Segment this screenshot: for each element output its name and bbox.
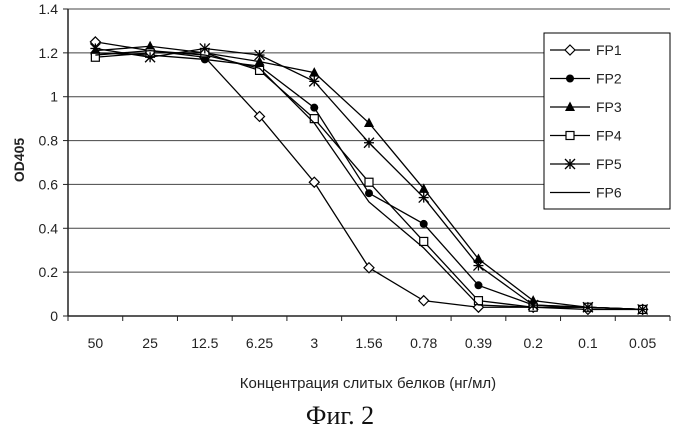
data-point	[566, 132, 574, 140]
legend: FP1 FP2 FP3 FP4 FP5 FP6	[544, 33, 670, 209]
x-tick-label: 0.05	[629, 335, 656, 351]
data-point	[365, 178, 373, 186]
data-point	[474, 281, 482, 289]
y-tick-label: 1.2	[39, 45, 59, 61]
data-point	[255, 50, 265, 60]
data-point	[200, 43, 210, 53]
legend-box	[544, 33, 670, 209]
x-tick-label: 0.1	[578, 335, 598, 351]
y-tick-label: 1.4	[39, 1, 59, 17]
data-point	[364, 138, 374, 148]
y-tick-label: 0.6	[39, 176, 59, 192]
x-tick-label: 0.2	[523, 335, 543, 351]
x-tick-label: 25	[142, 335, 158, 351]
x-tick-label: 12.5	[191, 335, 218, 351]
legend-label: FP3	[596, 99, 622, 115]
data-point	[364, 263, 374, 273]
data-point	[90, 43, 100, 53]
x-axis-title: Концентрация слитых белков (нг/мл)	[240, 375, 496, 392]
data-point	[566, 75, 574, 83]
y-tick-label: 0.2	[39, 264, 59, 280]
x-tick-labels: 50 25 12.5 6.25 3 1.56 0.78 0.39 0.2 0.1 0.05	[88, 335, 657, 351]
y-tick-labels: 0 0.2 0.4 0.6 0.8 1 1.2 1.4	[39, 1, 59, 324]
data-point	[420, 237, 428, 245]
y-tick-label: 0.4	[39, 220, 59, 236]
data-point	[365, 189, 373, 197]
data-point	[528, 300, 538, 310]
legend-label: FP5	[596, 156, 622, 172]
data-point	[309, 76, 319, 86]
data-point	[474, 297, 482, 305]
data-point	[419, 296, 429, 306]
legend-label: FP6	[596, 185, 622, 201]
y-tick-label: 0	[50, 308, 58, 324]
x-tick-label: 50	[88, 335, 104, 351]
figure-caption: Фиг. 2	[306, 401, 374, 430]
x-tick-label: 1.56	[355, 335, 382, 351]
data-point	[145, 52, 155, 62]
legend-label: FP1	[596, 42, 622, 58]
data-point	[420, 220, 428, 228]
x-tick-label: 3	[310, 335, 318, 351]
data-point	[310, 115, 318, 123]
x-tick-label: 6.25	[246, 335, 273, 351]
data-point	[473, 261, 483, 271]
y-axis-title: OD405	[11, 138, 27, 183]
legend-label: FP2	[596, 71, 622, 87]
data-point	[310, 104, 318, 112]
y-tick-label: 1	[50, 89, 58, 105]
data-point	[419, 193, 429, 203]
x-tick-label: 0.39	[465, 335, 492, 351]
y-tick-label: 0.8	[39, 133, 59, 149]
data-point	[565, 159, 575, 169]
legend-label: FP4	[596, 128, 622, 144]
x-tick-label: 0.78	[410, 335, 437, 351]
